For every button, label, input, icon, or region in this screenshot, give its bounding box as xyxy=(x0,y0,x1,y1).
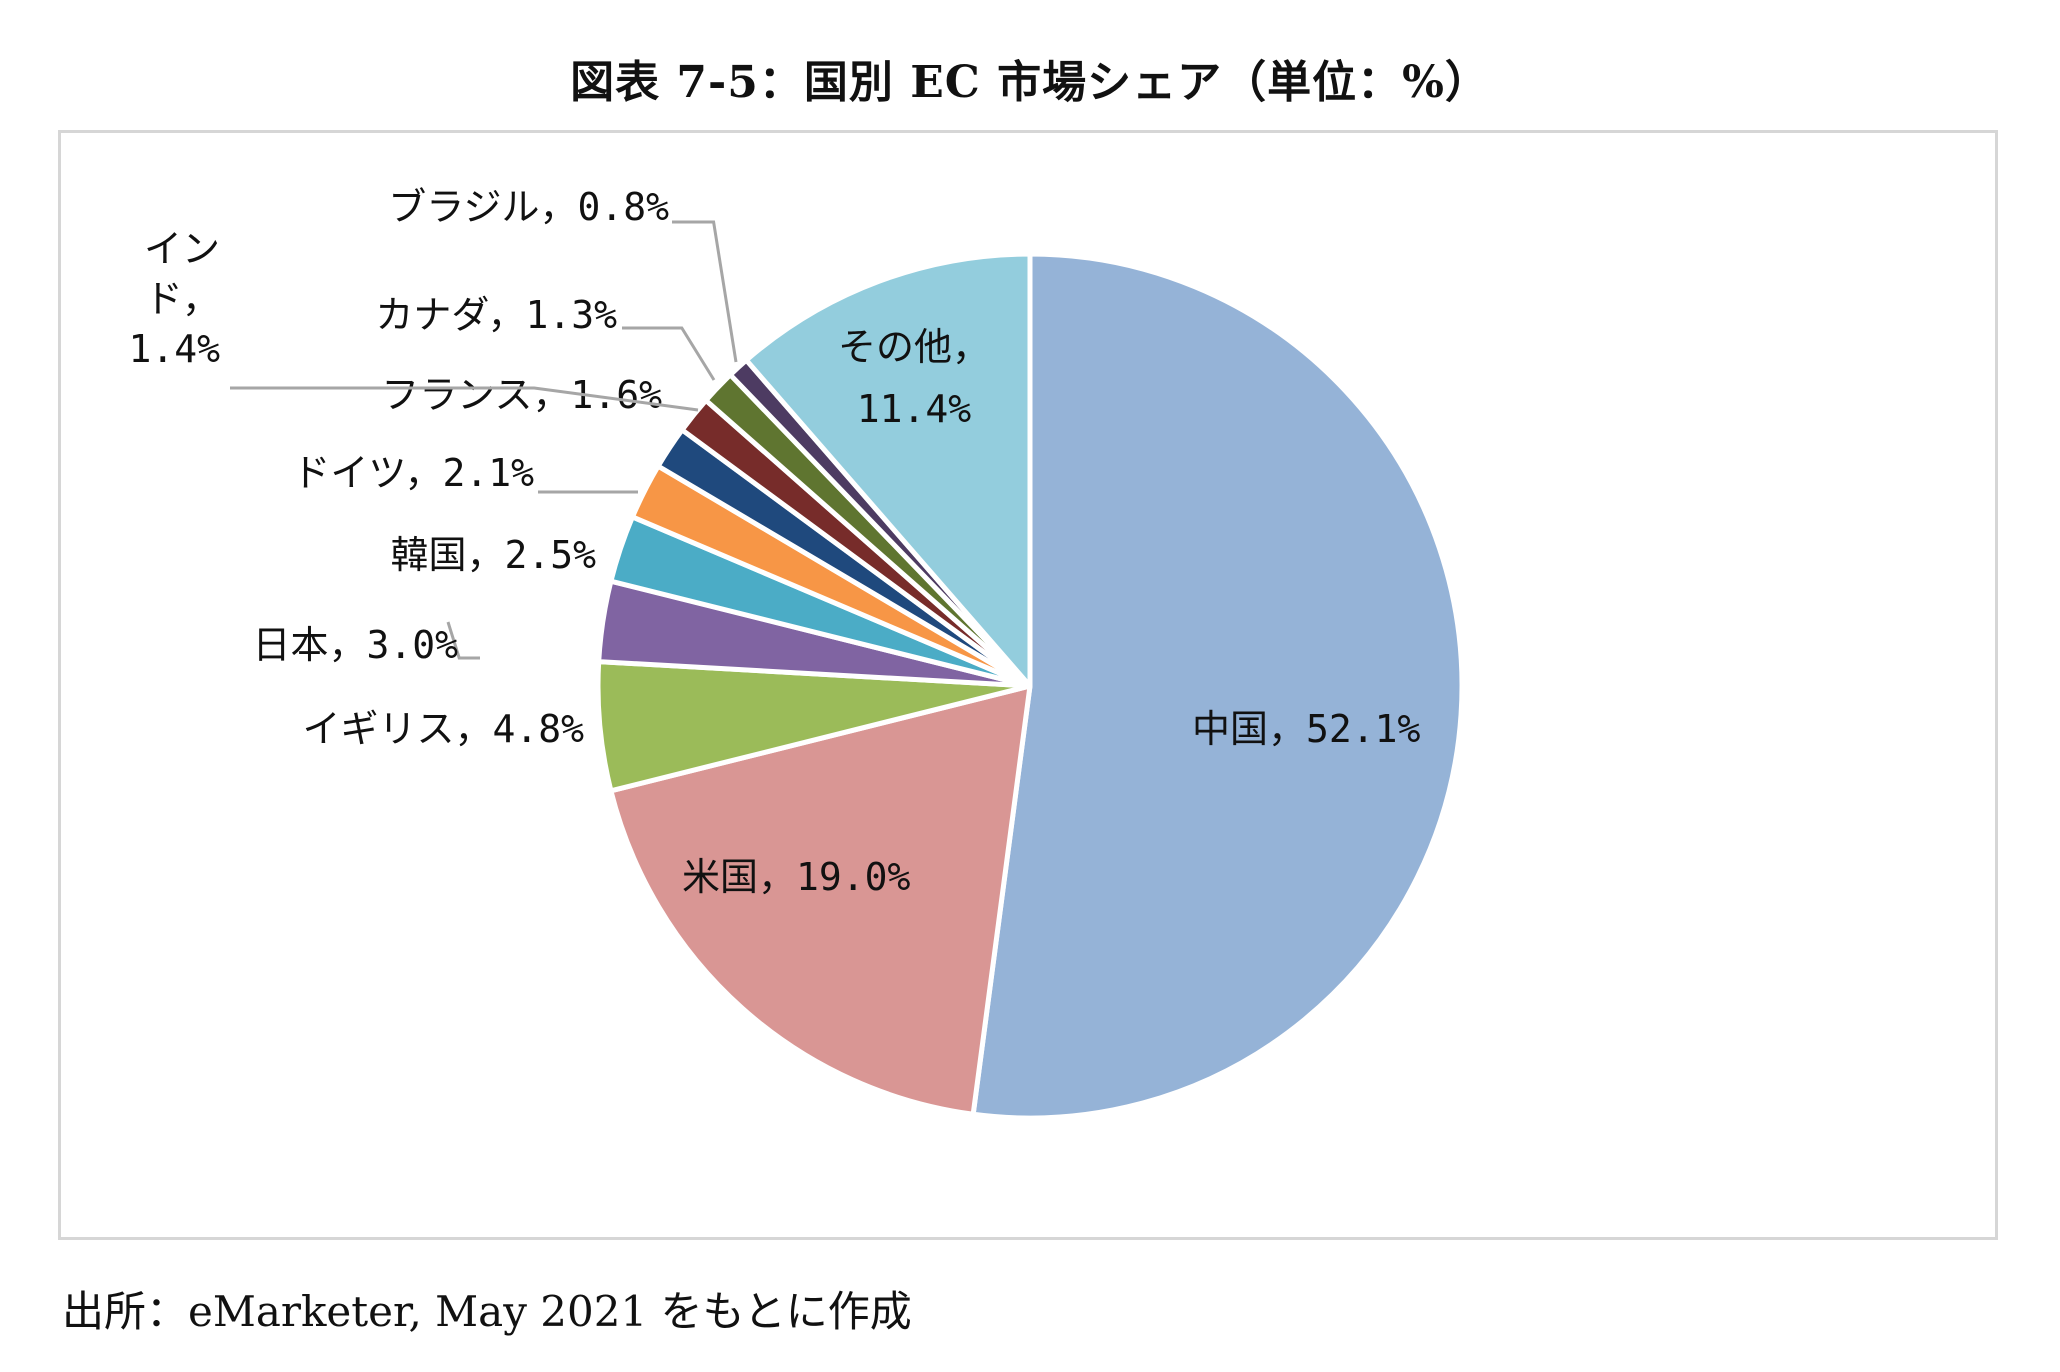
slice-2-data-label: イギリス，4.8% xyxy=(302,707,584,751)
chart-title: 図表 7-5：国別 EC 市場シェア（単位：%） xyxy=(570,57,1490,108)
slice-5-data-label: ドイツ，2.1% xyxy=(292,451,534,495)
chart-frame xyxy=(58,130,1998,1240)
slice-3-data-label: 日本，3.0% xyxy=(252,623,458,667)
slice-10-wedge xyxy=(743,251,1033,689)
slice-10-data-label-line: 11.4% xyxy=(857,387,972,431)
slice-4-data-label: 韓国，2.5% xyxy=(390,533,596,577)
slice-7-data-label-line: イン xyxy=(144,227,220,271)
slice-7-leader-line xyxy=(230,386,699,412)
slice-6-data-label: フランス，1.6% xyxy=(381,373,662,417)
slice-7-data-label-line: ド， xyxy=(145,277,220,321)
slice-10-data-label-line: その他， xyxy=(838,325,990,369)
slice-3-leader-line xyxy=(446,621,480,660)
slice-9-leader-line xyxy=(672,220,738,363)
slice-7-data-label-line: 1.4% xyxy=(128,327,220,371)
slice-0-data-label: 中国，52.1% xyxy=(1192,707,1421,751)
slice-1-wedge xyxy=(608,683,1033,1117)
source-note: 出所：eMarketer, May 2021 をもとに作成 xyxy=(62,1287,912,1336)
slice-8-leader-line xyxy=(622,326,716,381)
slice-7-data-label: インド， 1.4% xyxy=(128,227,220,371)
slice-0-wedge xyxy=(970,251,1465,1121)
slice-10-data-label: その他， 11.4% xyxy=(838,325,990,431)
slice-1-data-label: 米国，19.0% xyxy=(682,855,911,899)
slice-9-data-label: ブラジル，0.8% xyxy=(388,185,669,229)
slice-8-data-label: カナダ，1.3% xyxy=(375,293,617,337)
